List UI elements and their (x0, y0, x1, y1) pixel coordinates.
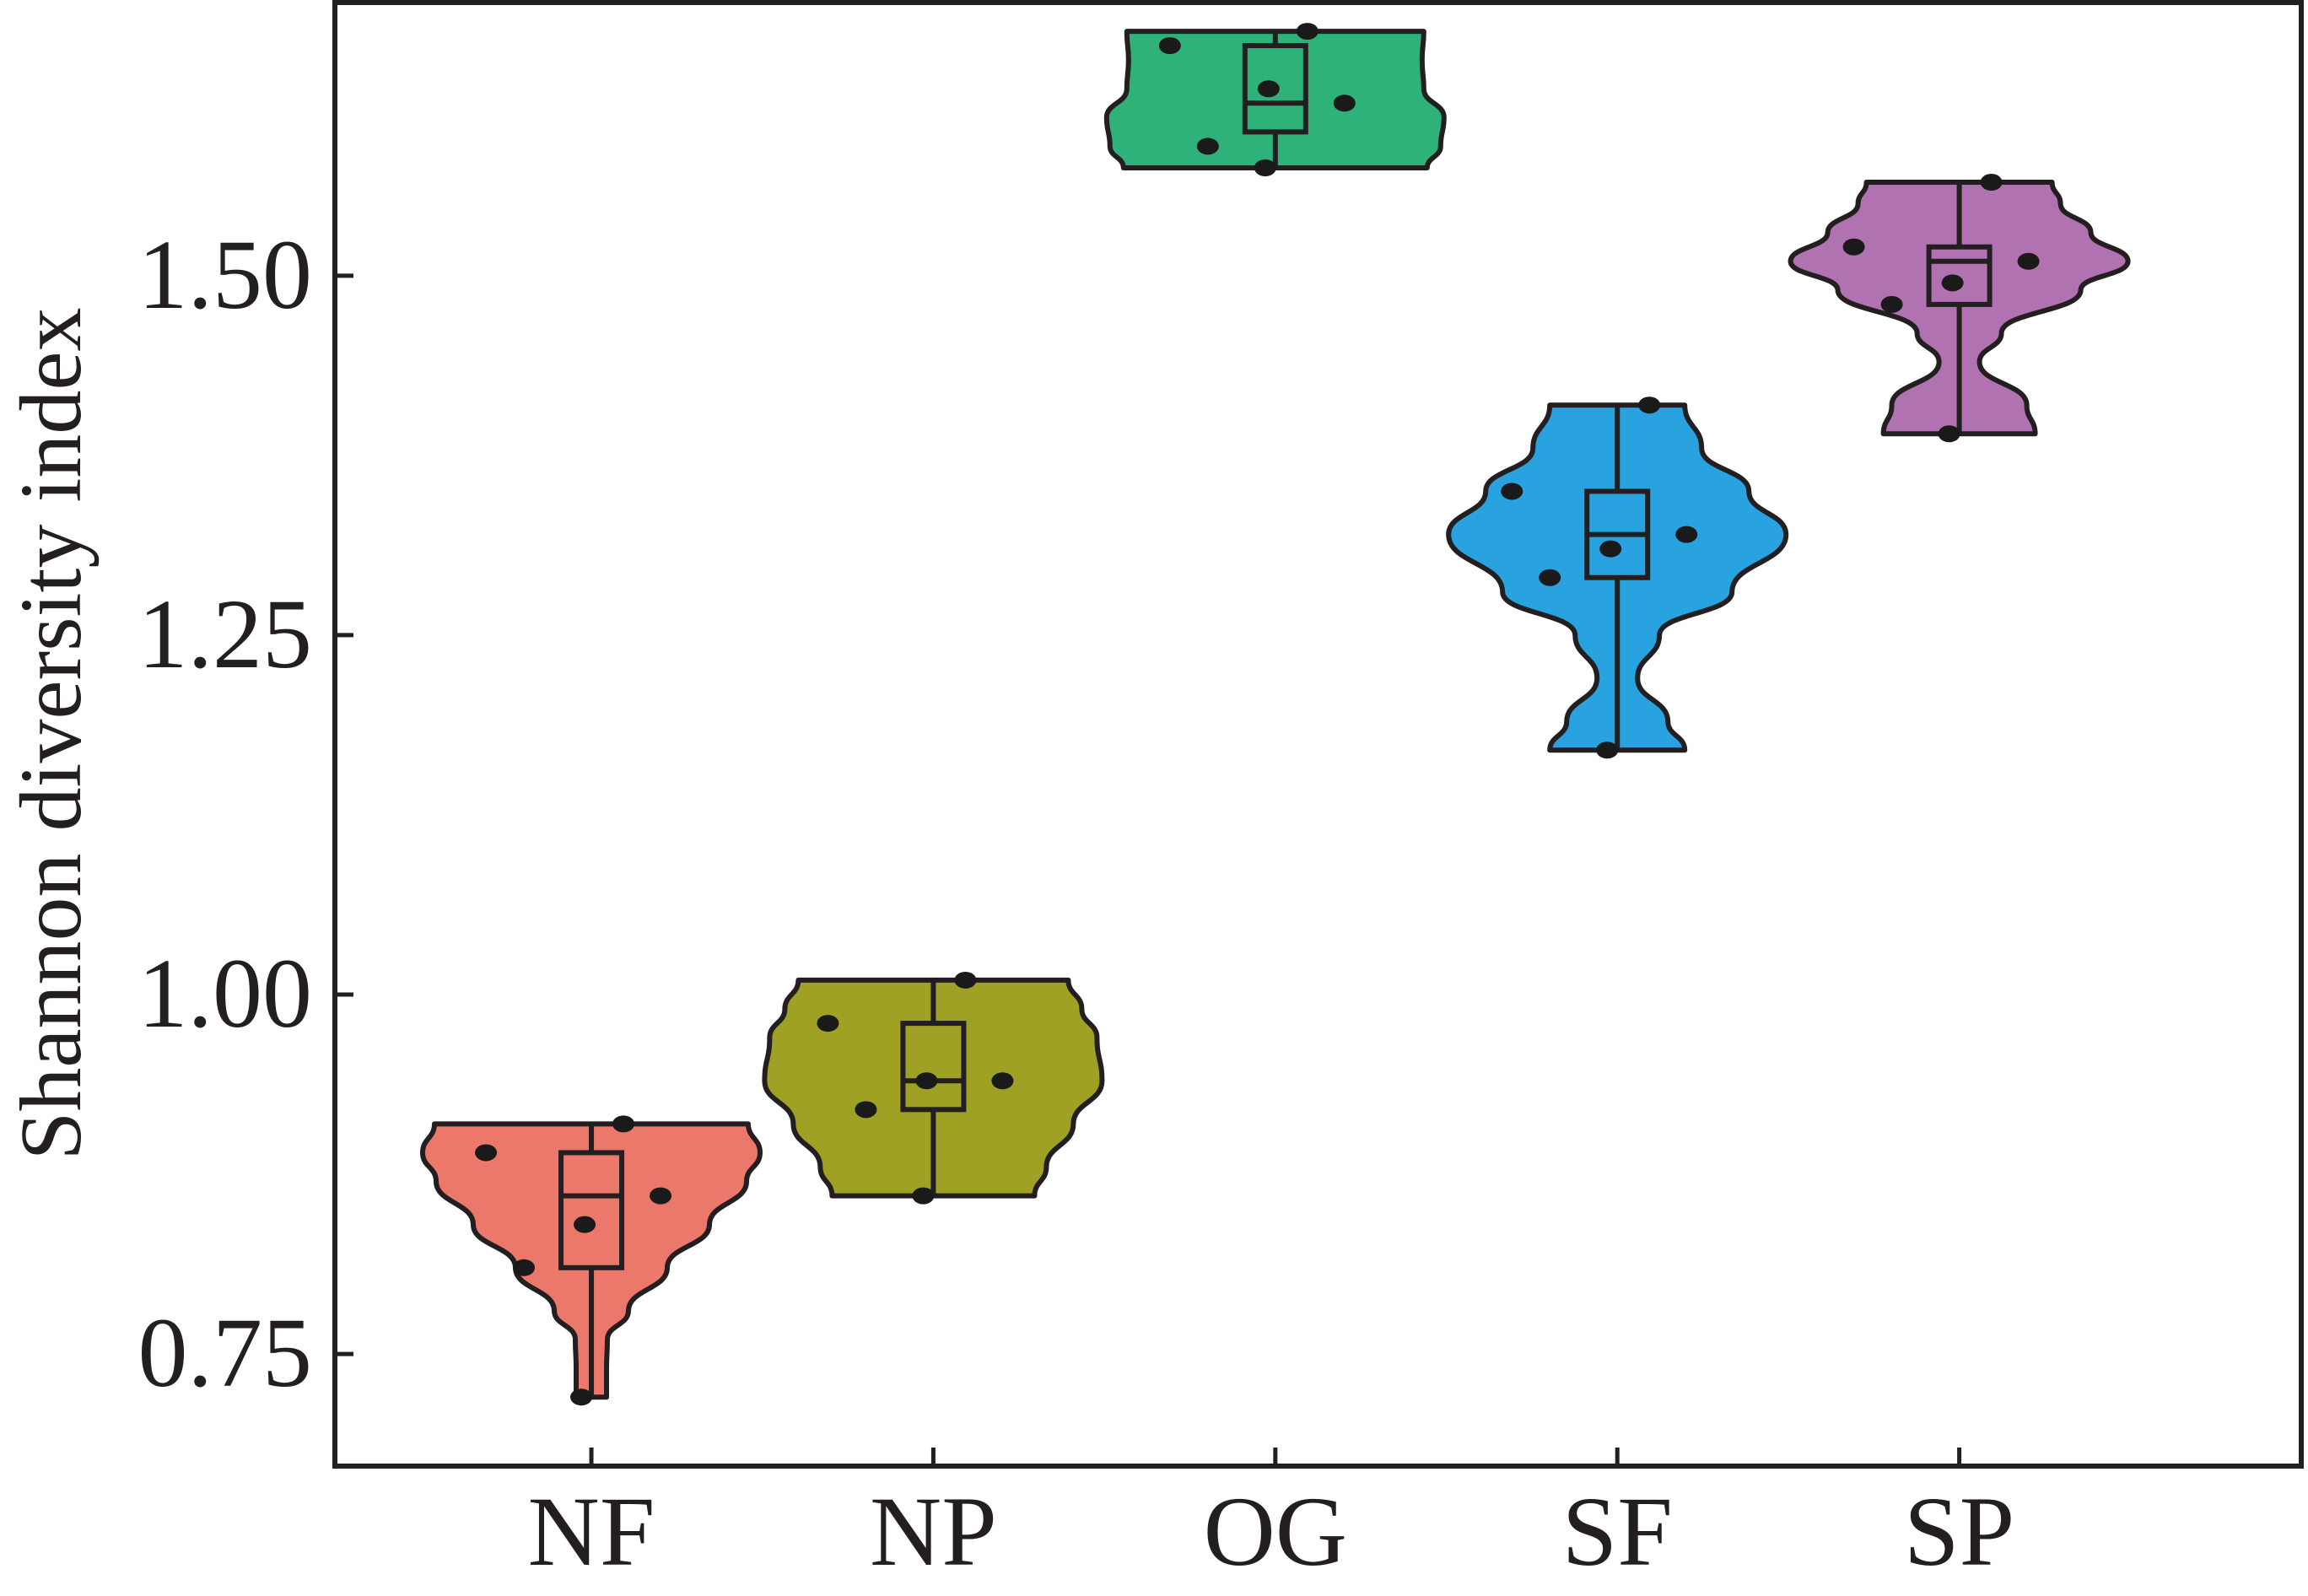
y-tick-label-0: 0.75 (138, 1297, 313, 1408)
x-tick-label-sp: SP (1904, 1476, 2014, 1587)
point-nf-5 (650, 1187, 672, 1205)
x-tick-label-nf: NF (528, 1476, 655, 1587)
violins-layer (420, 29, 2131, 1400)
point-sf-6 (1596, 741, 1619, 759)
point-nf-2 (513, 1259, 536, 1276)
y-axis: 0.75 1.00 1.25 1.50 (138, 219, 353, 1408)
point-sf-3 (1599, 540, 1622, 558)
point-sp-6 (1938, 425, 1960, 443)
x-tick-label-sf: SF (1562, 1476, 1673, 1587)
boxplot-og (1242, 31, 1308, 168)
point-og-6 (1254, 159, 1276, 176)
point-sp-3 (1941, 274, 1964, 292)
box-sp (1926, 244, 1993, 307)
point-sf-2 (1539, 569, 1561, 586)
box-nf (558, 1150, 625, 1270)
point-np-3 (915, 1072, 938, 1090)
point-sp-1 (1842, 238, 1865, 256)
point-sp-5 (2017, 252, 2040, 270)
point-np-2 (855, 1101, 877, 1119)
point-sp-4 (1980, 174, 2003, 191)
point-og-3 (1257, 80, 1280, 98)
point-np-4 (954, 971, 977, 989)
point-sf-5 (1675, 526, 1698, 543)
boxplot-sp (1926, 182, 1993, 434)
boxplot-sf (1584, 405, 1651, 751)
box-np (900, 1021, 967, 1113)
point-np-6 (912, 1187, 935, 1205)
points-layer (475, 23, 2040, 1406)
point-sf-1 (1501, 483, 1523, 500)
point-np-1 (817, 1015, 839, 1033)
violin-og (1103, 29, 1447, 170)
violin-np (762, 977, 1105, 1199)
y-tick-label-1: 1.00 (138, 938, 313, 1049)
x-tick-label-og: OG (1204, 1476, 1347, 1587)
x-tick-label-np: NP (870, 1476, 997, 1587)
boxplot-nf (558, 1124, 625, 1398)
point-og-2 (1196, 137, 1219, 155)
point-og-4 (1296, 23, 1318, 40)
box-og (1242, 43, 1308, 135)
point-nf-3 (574, 1216, 596, 1233)
point-og-5 (1333, 94, 1356, 112)
plot-frame (332, 0, 2304, 1469)
point-nf-1 (475, 1144, 498, 1162)
point-sp-2 (1880, 295, 1903, 313)
point-og-1 (1158, 37, 1181, 55)
violin-nf (420, 1121, 763, 1400)
x-axis: NF NP OG SF SP (528, 1448, 2014, 1587)
y-axis-title: Shannon diversity index (3, 307, 100, 1160)
boxplots-layer (558, 31, 1993, 1398)
point-nf-4 (612, 1115, 635, 1133)
point-nf-6 (570, 1388, 593, 1406)
point-sf-4 (1638, 396, 1661, 414)
point-np-5 (991, 1072, 1014, 1090)
y-tick-label-3: 1.50 (138, 219, 313, 330)
y-tick-label-2: 1.25 (138, 579, 313, 689)
